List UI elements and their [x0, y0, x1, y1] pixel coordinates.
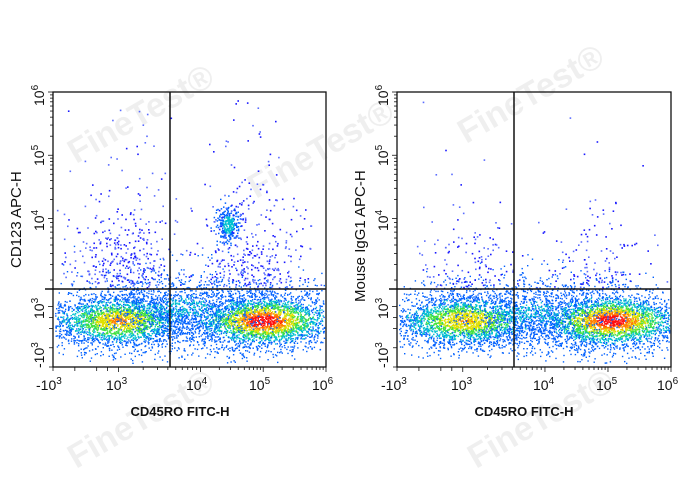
x-tick: -103 [36, 376, 62, 393]
axis-ticks [392, 91, 672, 372]
y-axis-label: CD123 APC-H [8, 171, 25, 268]
plot-cd123: CD123 APC-H CD45RO FITC-H -103 103 104 1… [8, 84, 334, 419]
y-tick: 106 [374, 84, 391, 106]
density-plot-area [389, 91, 672, 372]
y-tick: 104 [374, 209, 391, 231]
y-tick: 104 [30, 209, 47, 231]
x-tick: 103 [106, 376, 128, 393]
plot-frame [52, 91, 327, 368]
y-tick: 105 [30, 144, 47, 166]
x-tick: 104 [533, 376, 555, 393]
y-tick: 105 [374, 144, 391, 166]
x-tick: -103 [381, 376, 407, 393]
events [399, 101, 671, 365]
plot-frame [396, 91, 672, 368]
x-tick: 103 [451, 376, 473, 393]
axis-ticks [48, 91, 327, 372]
y-tick: -103 [30, 342, 47, 368]
x-tick: 106 [657, 376, 679, 393]
x-tick: 105 [596, 376, 618, 393]
y-tick: -103 [374, 342, 391, 368]
plot-isotype-control: Mouse IgG1 APC-H CD45RO FITC-H -103 103 … [344, 0, 688, 490]
y-tick: 103 [30, 297, 47, 319]
y-tick: 103 [374, 297, 391, 319]
x-tick: 106 [312, 376, 334, 393]
y-tick: 106 [30, 84, 47, 106]
density-plot-area [45, 91, 327, 372]
x-tick: 104 [186, 376, 208, 393]
y-axis-label: Mouse IgG1 APC-H [352, 170, 369, 302]
events [55, 100, 326, 364]
x-tick: 105 [249, 376, 271, 393]
x-axis-label: CD45RO FITC-H [474, 404, 574, 419]
x-axis-label: CD45RO FITC-H [130, 404, 230, 419]
